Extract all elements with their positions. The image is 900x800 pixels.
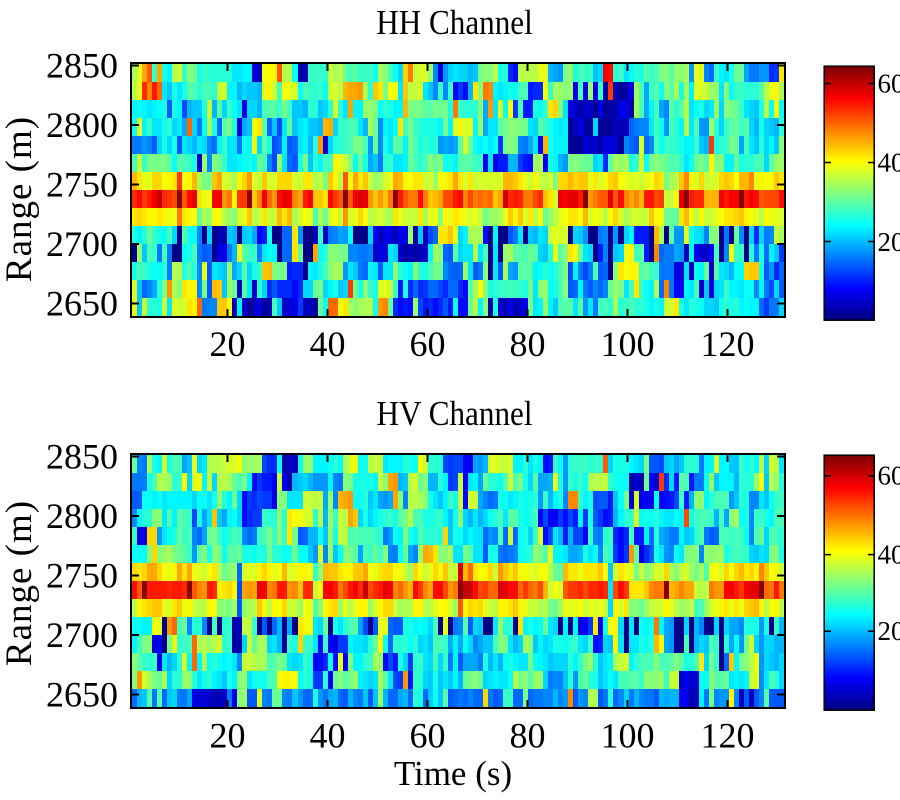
svg-text:Range (m): Range (m) — [0, 116, 40, 282]
svg-text:HV Channel: HV Channel — [376, 394, 532, 433]
svg-text:20: 20 — [878, 227, 900, 257]
svg-text:60: 60 — [878, 68, 900, 98]
svg-text:2850: 2850 — [46, 437, 118, 477]
svg-text:2800: 2800 — [46, 105, 118, 145]
svg-text:2750: 2750 — [46, 165, 118, 205]
svg-text:120: 120 — [701, 716, 755, 756]
svg-text:20: 20 — [878, 616, 900, 646]
svg-text:2700: 2700 — [46, 224, 118, 264]
svg-text:2750: 2750 — [46, 556, 118, 596]
svg-text:2800: 2800 — [46, 496, 118, 536]
svg-text:100: 100 — [601, 716, 655, 756]
svg-text:2850: 2850 — [46, 46, 118, 86]
svg-text:Range (m): Range (m) — [0, 500, 40, 666]
svg-text:40: 40 — [878, 147, 900, 177]
svg-text:2700: 2700 — [46, 615, 118, 655]
svg-text:40: 40 — [310, 716, 346, 756]
svg-text:60: 60 — [878, 461, 900, 491]
svg-text:60: 60 — [410, 716, 446, 756]
svg-text:80: 80 — [510, 324, 546, 364]
svg-text:20: 20 — [210, 324, 246, 364]
svg-text:Time (s): Time (s) — [394, 754, 512, 793]
svg-text:120: 120 — [701, 324, 755, 364]
svg-text:40: 40 — [310, 324, 346, 364]
svg-text:2650: 2650 — [46, 675, 118, 715]
svg-text:80: 80 — [510, 716, 546, 756]
svg-text:60: 60 — [410, 324, 446, 364]
svg-text:20: 20 — [210, 716, 246, 756]
svg-text:HH Channel: HH Channel — [376, 3, 533, 42]
svg-text:2650: 2650 — [46, 284, 118, 324]
svg-text:40: 40 — [878, 540, 900, 570]
svg-text:100: 100 — [601, 324, 655, 364]
